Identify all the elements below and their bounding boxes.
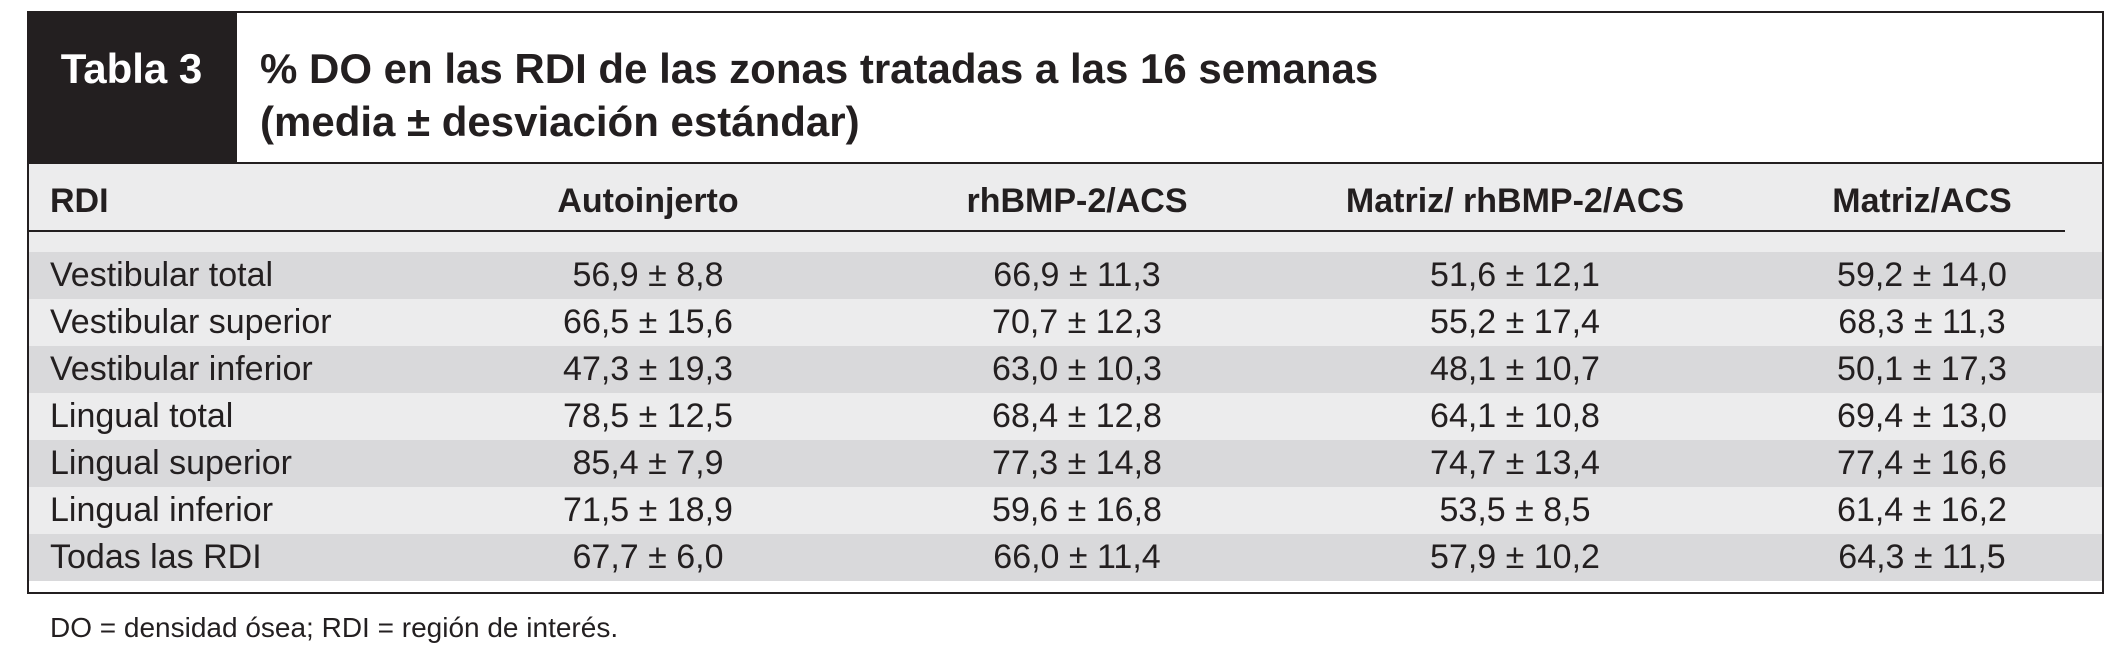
row-background bbox=[29, 252, 2102, 299]
cell: 78,5 ± 12,5 bbox=[563, 397, 733, 435]
column-header: Matriz/ACS bbox=[1832, 182, 2012, 220]
cell: 48,1 ± 10,7 bbox=[1430, 350, 1600, 388]
cell: 77,3 ± 14,8 bbox=[992, 444, 1162, 482]
cell: 70,7 ± 12,3 bbox=[992, 303, 1162, 341]
cell: 57,9 ± 10,2 bbox=[1430, 538, 1600, 576]
cell: 71,5 ± 18,9 bbox=[563, 491, 733, 529]
title-box bbox=[235, 11, 2104, 164]
title-line: % DO en las RDI de las zonas tratadas a … bbox=[260, 45, 1379, 92]
column-header: RDI bbox=[50, 182, 109, 220]
cell: 53,5 ± 8,5 bbox=[1439, 491, 1591, 529]
cell: 59,6 ± 16,8 bbox=[992, 491, 1162, 529]
cell: 51,6 ± 12,1 bbox=[1430, 256, 1600, 294]
row-background bbox=[29, 487, 2102, 534]
cell: 66,0 ± 11,4 bbox=[993, 538, 1161, 576]
row-label: Todas las RDI bbox=[50, 538, 262, 576]
cell: 64,3 ± 11,5 bbox=[1838, 538, 2006, 576]
row-label: Vestibular superior bbox=[50, 303, 332, 341]
column-header: rhBMP-2/ACS bbox=[966, 182, 1188, 220]
header-band bbox=[29, 164, 2102, 232]
cell: 66,9 ± 11,3 bbox=[993, 256, 1161, 294]
title-line: (media ± desviación estándar) bbox=[260, 98, 860, 145]
row-background bbox=[29, 346, 2102, 393]
cell: 63,0 ± 10,3 bbox=[992, 350, 1162, 388]
cell: 68,4 ± 12,8 bbox=[992, 397, 1162, 435]
cell: 59,2 ± 14,0 bbox=[1837, 256, 2007, 294]
cell: 55,2 ± 17,4 bbox=[1430, 303, 1600, 341]
row-label: Lingual inferior bbox=[50, 491, 274, 529]
cell: 47,3 ± 19,3 bbox=[563, 350, 733, 388]
row-label: Vestibular total bbox=[50, 256, 274, 294]
cell: 77,4 ± 16,6 bbox=[1837, 444, 2007, 482]
row-background bbox=[29, 534, 2102, 581]
header-rule bbox=[29, 230, 2065, 232]
cell: 85,4 ± 7,9 bbox=[572, 444, 724, 482]
footnote: DO = densidad ósea; RDI = región de inte… bbox=[50, 612, 619, 643]
row-label: Lingual total bbox=[50, 397, 234, 435]
cell: 74,7 ± 13,4 bbox=[1430, 444, 1600, 482]
cell: 66,5 ± 15,6 bbox=[563, 303, 733, 341]
cell: 67,7 ± 6,0 bbox=[572, 538, 724, 576]
column-header: Matriz/ rhBMP-2/ACS bbox=[1345, 182, 1685, 220]
row-gap bbox=[29, 232, 2102, 252]
cell: 64,1 ± 10,8 bbox=[1430, 397, 1600, 435]
table-label: Tabla 3 bbox=[60, 45, 203, 92]
cell: 50,1 ± 17,3 bbox=[1837, 350, 2007, 388]
cell: 69,4 ± 13,0 bbox=[1837, 397, 2007, 435]
row-background bbox=[29, 299, 2102, 346]
row-label: Lingual superior bbox=[50, 444, 292, 482]
row-label: Vestibular inferior bbox=[50, 350, 313, 388]
cell: 61,4 ± 16,2 bbox=[1837, 491, 2007, 529]
row-background bbox=[29, 440, 2102, 487]
column-header: Autoinjerto bbox=[557, 182, 739, 220]
cell: 68,3 ± 11,3 bbox=[1838, 303, 2006, 341]
label-box bbox=[27, 11, 236, 164]
cell: 56,9 ± 8,8 bbox=[572, 256, 724, 294]
row-background bbox=[29, 393, 2102, 440]
